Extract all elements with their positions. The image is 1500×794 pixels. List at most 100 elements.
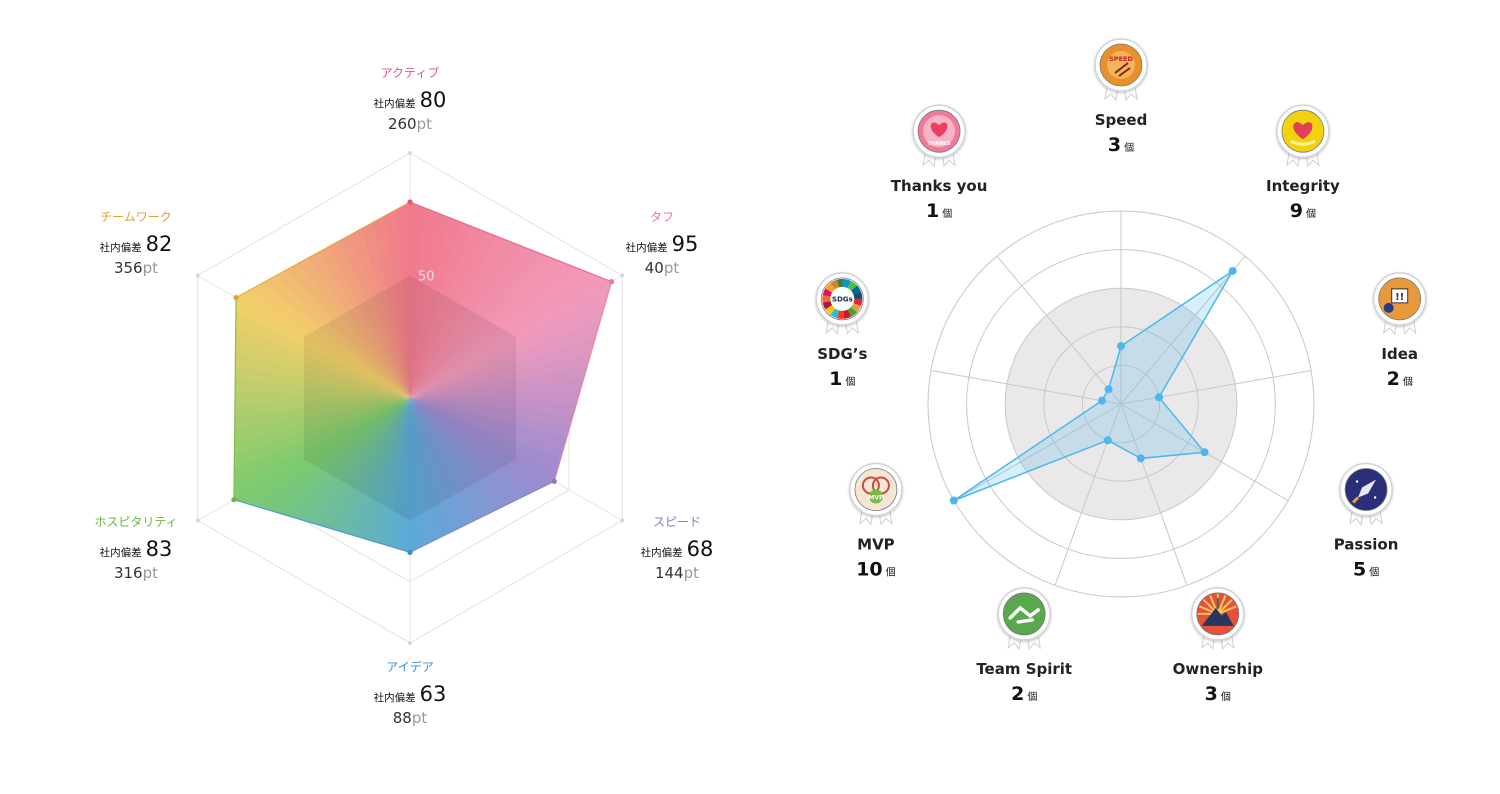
mountain-icon [1201,607,1234,626]
radar-edge-4 [233,499,411,553]
badge-ownership: Ownership 3 個 [1173,587,1264,705]
count-unit: 個 [1369,566,1379,579]
radar-edge-1 [409,201,612,283]
radar-fill-wedge [410,398,494,553]
grid-spoke-end-5 [195,518,200,523]
points-unit: pt [412,709,428,727]
badge-idea: !! Idea 2 個 [1372,272,1427,390]
mvp-emblem-text: MVP [868,495,884,502]
speed-emblem-bg [1107,51,1135,79]
radar-fill-wedge [410,398,612,553]
series-point-idea [1155,393,1164,402]
badge-name: Team Spirit [976,660,1072,678]
badge-name: MVP [857,536,895,554]
skill-axis-name: アクティブ [381,65,440,80]
score-prefix: 社内偏差 [374,97,416,110]
radar-fill-wedge [233,398,410,553]
points-unit: pt [417,115,433,133]
radar-vertex-1 [407,199,413,205]
points-unit: pt [664,259,680,277]
radar-vertex-3 [551,478,557,484]
radar-fill-wedge [233,398,410,468]
radar-vertex-4 [407,549,413,555]
count-unit: 個 [886,566,896,579]
radar-fill-wedge [410,398,466,553]
radar-fill-wedge [354,202,410,398]
grid-spoke-3 [1120,369,1312,405]
radar-fill-wedge [233,218,410,398]
grid-spoke-5 [1120,403,1188,586]
radar-fill-wedge [233,398,410,553]
radar-fill-wedge [233,202,410,398]
radar-fill-wedge [233,398,410,553]
radar-fill-wedge [233,398,410,548]
count-value: 5 [1353,559,1366,581]
radar-fill-wedge [243,398,410,553]
count-unit: 個 [845,375,855,388]
badge-name: Ownership [1173,660,1264,678]
badge-mvp: MVP MVP 10 個 [849,462,903,581]
count-unit: 個 [1403,375,1413,388]
radar-fill-wedge [410,202,612,398]
radar-fill-wedge [410,398,547,553]
skill-score: 社内偏差 83 [100,537,173,561]
grid-spoke-end-2 [620,273,625,278]
count-value: 2 [1387,368,1400,390]
radar-fill-wedge [405,398,438,553]
rocket-flame [1352,496,1360,504]
count-value: 10 [856,559,882,581]
grid-spoke-9 [996,255,1122,405]
grid-spoke-2 [1120,255,1246,405]
count-unit: 個 [1221,690,1231,703]
heart-icon [930,122,948,138]
skill-score: 社内偏差 68 [641,537,714,561]
series-area [953,270,1234,502]
radar-fill-wedge [410,398,612,553]
badge-name: Integrity [1266,177,1340,195]
score-value: 68 [687,537,714,561]
points-value: 88 [393,709,412,727]
radar-fill-wedge [410,398,598,553]
points-unit: pt [143,564,159,582]
series-point-ownership [1136,454,1145,463]
sun-ray [1216,595,1227,615]
points-value: 316 [114,564,143,582]
radar-fill-wedge [233,398,410,553]
skill-radar-outline [231,199,615,555]
points-value: 40 [645,259,664,277]
score-value: 95 [672,232,699,256]
grid-spoke-end-3 [620,518,625,523]
radar-vertex-2 [608,279,615,285]
skill-axis-name: タフ [650,210,674,224]
heart-icon [1293,122,1313,140]
radar-fill-wedge [233,398,410,553]
skill-points: 260pt [388,115,432,133]
radar-fill-wedge [410,398,612,553]
thanks-emblem-text: THANKS [928,141,952,147]
skill-points: 40pt [645,259,680,277]
mvp-medal [868,489,883,504]
skill-score: 社内偏差 95 [626,232,699,256]
idea-board [1391,288,1409,304]
series-point-mvp [949,496,958,505]
points-unit: pt [143,259,159,277]
radar-fill-wedge [410,398,612,553]
radar-edge-3 [409,480,555,553]
badge-radar-grid [927,210,1315,598]
radar-fill-wedge [410,398,573,553]
idea-person [1383,302,1394,313]
radar-fill-wedge [410,398,521,553]
skill-score: 社内偏差 82 [100,232,173,256]
series-point-integrity [1228,266,1237,275]
skill-axis-name: ホスピタリティ [94,515,177,529]
